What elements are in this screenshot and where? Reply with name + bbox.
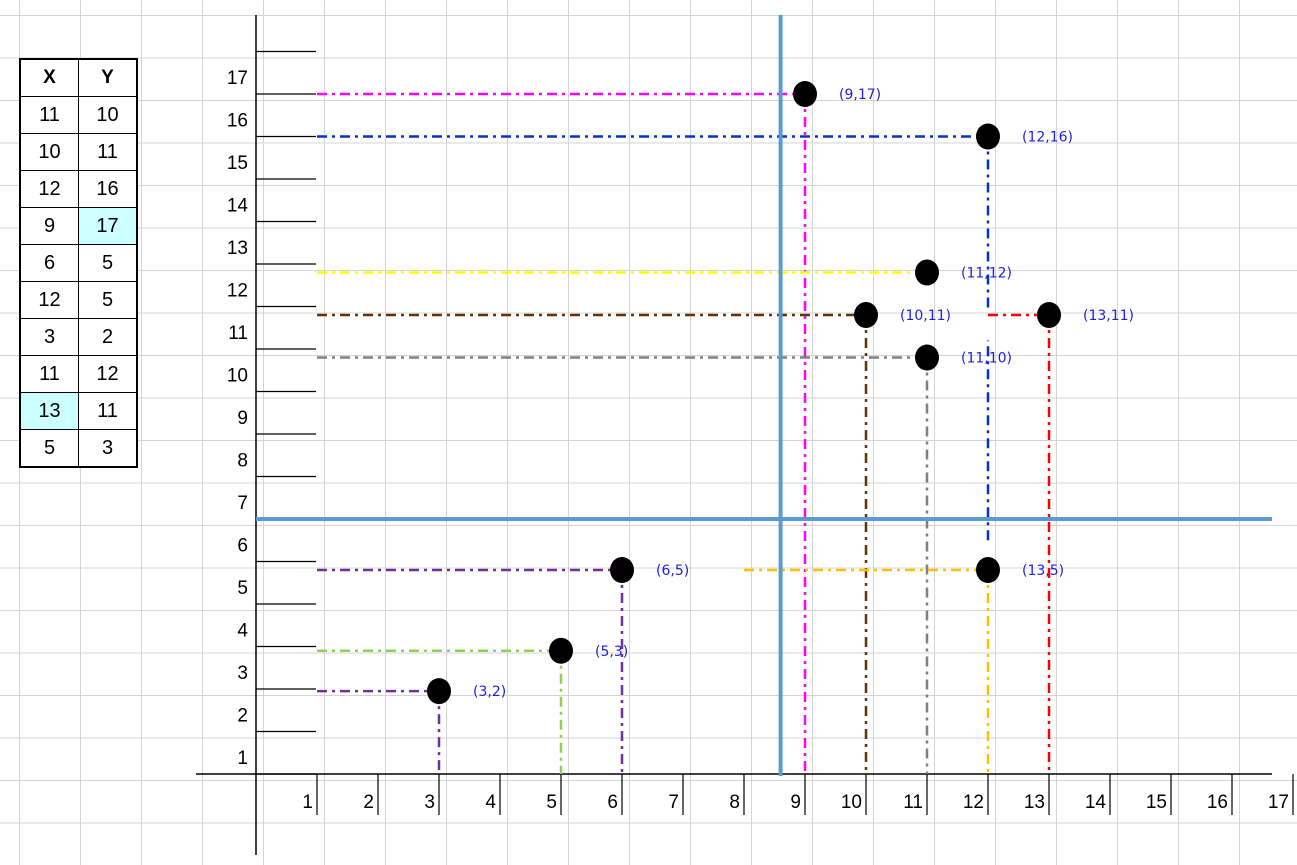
x-tick-label: 15 — [1146, 792, 1167, 813]
y-tick-label: 17 — [227, 68, 248, 89]
data-point — [976, 123, 1000, 150]
y-tick-label: 11 — [228, 323, 248, 344]
x-tick-label: 5 — [546, 792, 557, 813]
cell-x: 13 — [19, 392, 79, 430]
data-point — [1037, 302, 1061, 328]
data-point — [976, 557, 1000, 583]
x-tick-label: 8 — [729, 792, 740, 813]
cell-x: 12 — [19, 170, 79, 208]
cell-x: 11 — [19, 355, 79, 393]
cell-y: 2 — [78, 318, 138, 356]
x-tick-label: 16 — [1207, 792, 1228, 813]
y-tick-label: 4 — [237, 621, 248, 642]
y-tick-label: 12 — [227, 281, 248, 302]
table-row: 12 16 — [19, 170, 138, 208]
cell-y: 12 — [78, 355, 138, 393]
table-row: 10 11 — [19, 133, 138, 171]
table-row: 12 5 — [19, 281, 138, 319]
x-tick-label: 3 — [424, 792, 435, 813]
cell-x: 12 — [19, 281, 79, 319]
y-tick-label: 16 — [227, 111, 248, 132]
point-label: (3,2) — [473, 684, 506, 700]
point-label: (10,11) — [900, 308, 951, 324]
column-header-x: X — [19, 58, 79, 97]
x-tick-label: 10 — [841, 792, 862, 813]
x-tick-label: 13 — [1024, 792, 1045, 813]
y-tick-label: 3 — [237, 663, 248, 684]
cell-x: 3 — [19, 318, 79, 356]
cell-y: 3 — [78, 429, 138, 468]
table-row: 9 17 — [19, 207, 138, 245]
y-tick-label: 13 — [227, 238, 248, 259]
y-tick-label: 7 — [237, 493, 248, 514]
y-tick-label: 14 — [227, 196, 249, 217]
xy-data-table: X Y 11 10 10 11 12 16 9 17 6 5 12 5 3 2 11 12 13 11 5 3 — [19, 58, 138, 468]
data-point — [915, 259, 939, 286]
point-label: (11,10) — [961, 351, 1012, 367]
data-point — [915, 344, 939, 371]
y-tick-label: 1 — [237, 748, 248, 769]
y-tick-label: 2 — [237, 706, 248, 727]
table-header-row: X Y — [19, 58, 138, 97]
x-tick-label: 1 — [302, 792, 313, 813]
cell-y: 17 — [78, 207, 138, 245]
y-tick-label: 15 — [227, 153, 248, 174]
x-tick-label: 9 — [790, 792, 801, 813]
point-label: (5,3) — [595, 644, 628, 660]
x-tick-label: 11 — [903, 792, 923, 813]
point-label: (11,12) — [961, 266, 1012, 282]
x-tick-label: 12 — [963, 792, 984, 813]
data-point — [854, 302, 878, 328]
cell-y: 11 — [78, 392, 138, 430]
point-label: (9,17) — [839, 87, 881, 103]
point-label: (13,5) — [1022, 563, 1064, 579]
cell-y: 16 — [78, 170, 138, 208]
y-tick-label: 10 — [227, 366, 248, 387]
x-tick-label: 17 — [1268, 792, 1289, 813]
table-row: 11 12 — [19, 355, 138, 393]
data-point — [610, 557, 634, 583]
x-tick-label: 2 — [363, 792, 374, 813]
data-point — [427, 678, 451, 705]
y-tick-label: 9 — [237, 408, 248, 429]
y-tick-label: 6 — [237, 536, 248, 557]
data-point — [793, 81, 817, 107]
x-tick-label: 6 — [607, 792, 618, 813]
point-label: (12,16) — [1022, 130, 1073, 146]
cell-x: 6 — [19, 244, 79, 282]
x-tick-label: 4 — [485, 792, 496, 813]
column-header-y: Y — [78, 58, 138, 97]
y-tick-label: 8 — [237, 451, 248, 472]
data-point — [549, 637, 573, 664]
cell-x: 10 — [19, 133, 79, 171]
cell-y: 5 — [78, 281, 138, 319]
x-tick-label: 7 — [668, 792, 679, 813]
cell-y: 11 — [78, 133, 138, 171]
table-row: 13 11 — [19, 392, 138, 430]
cell-x: 5 — [19, 429, 79, 468]
x-tick-label: 14 — [1085, 792, 1107, 813]
y-tick-label: 5 — [237, 578, 248, 599]
table-row: 11 10 — [19, 96, 138, 134]
point-label: (6,5) — [656, 563, 689, 579]
point-label: (13,11) — [1083, 308, 1134, 324]
